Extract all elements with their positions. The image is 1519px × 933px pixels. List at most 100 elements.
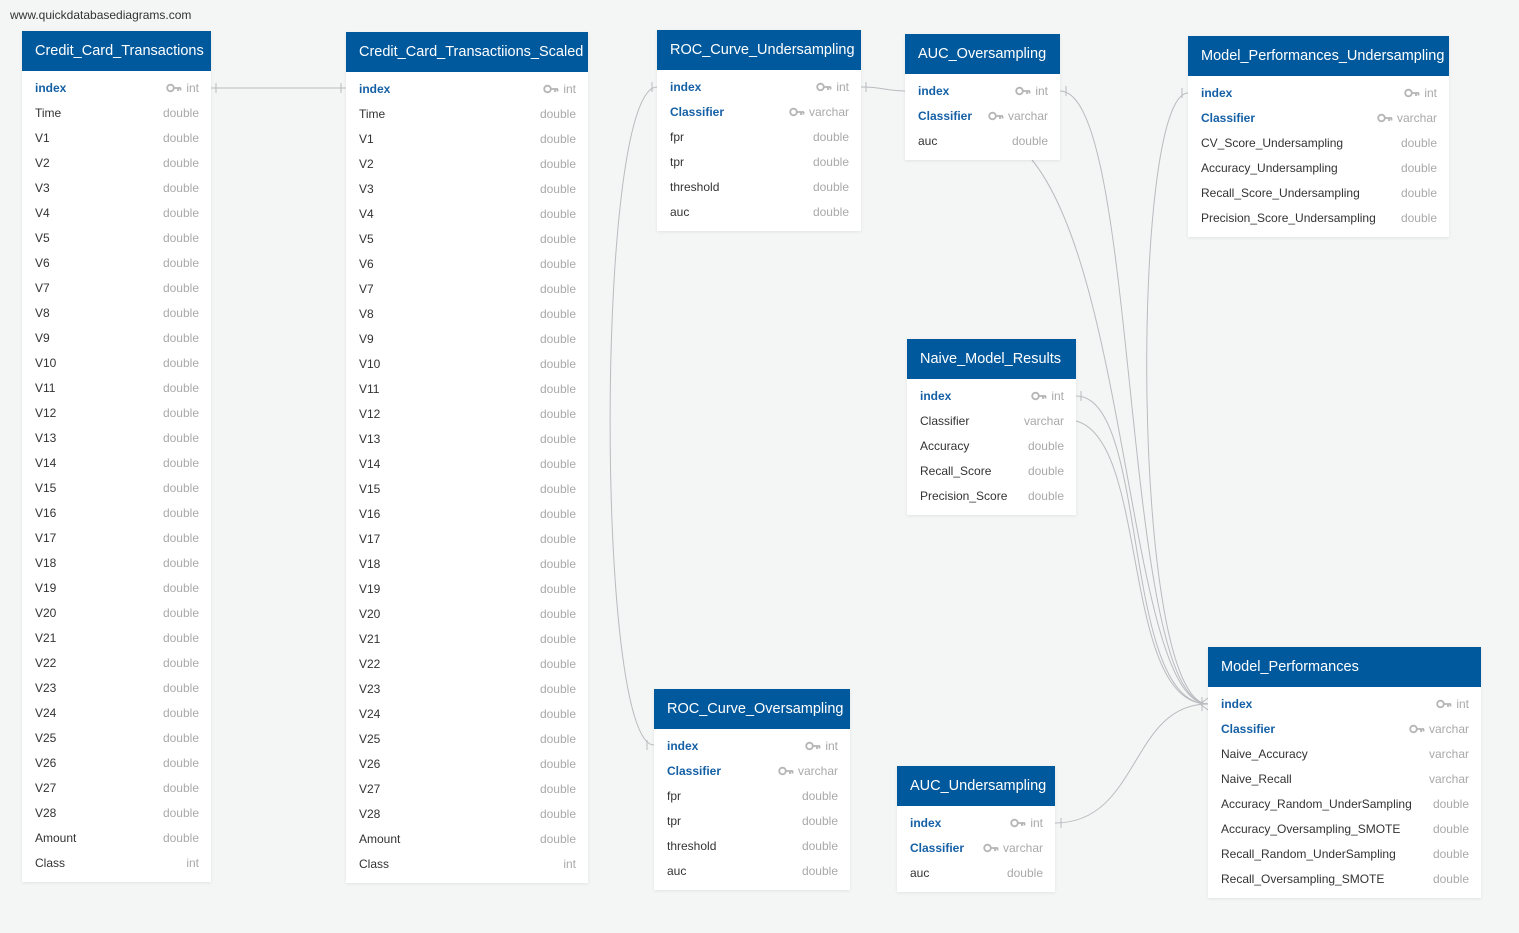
table-naive-model-results[interactable]: Naive_Model_Results index int Classifier var… bbox=[907, 339, 1076, 515]
field-row[interactable]: Class int bbox=[346, 852, 588, 877]
field-row[interactable]: Classifier varchar bbox=[907, 409, 1076, 434]
table-auc-undersampling[interactable]: AUC_Undersampling index int Classifier varch… bbox=[897, 766, 1055, 892]
field-row[interactable]: V23 double bbox=[346, 677, 588, 702]
field-row[interactable]: Naive_Recall varchar bbox=[1208, 767, 1481, 792]
field-row[interactable]: Class int bbox=[22, 851, 211, 876]
table-header[interactable]: Model_Performances_Undersampling bbox=[1188, 36, 1449, 76]
field-row[interactable]: V4 double bbox=[346, 202, 588, 227]
field-row[interactable]: V24 double bbox=[22, 701, 211, 726]
field-row[interactable]: V3 double bbox=[22, 176, 211, 201]
field-row[interactable]: auc double bbox=[897, 861, 1055, 886]
field-row[interactable]: tpr double bbox=[657, 150, 861, 175]
field-row[interactable]: Accuracy_Undersampling double bbox=[1188, 156, 1449, 181]
field-row[interactable]: Recall_Random_UnderSampling double bbox=[1208, 842, 1481, 867]
field-row[interactable]: Recall_Score double bbox=[907, 459, 1076, 484]
field-row[interactable]: V5 double bbox=[346, 227, 588, 252]
field-row[interactable]: V1 double bbox=[22, 126, 211, 151]
field-row[interactable]: V15 double bbox=[22, 476, 211, 501]
field-row[interactable]: Accuracy_Oversampling_SMOTE double bbox=[1208, 817, 1481, 842]
table-header[interactable]: ROC_Curve_Oversampling bbox=[654, 689, 850, 729]
table-roc-curve-oversampling[interactable]: ROC_Curve_Oversampling index int Classifier… bbox=[654, 689, 850, 890]
field-row[interactable]: V22 double bbox=[346, 652, 588, 677]
field-row[interactable]: index int bbox=[654, 734, 850, 759]
field-row[interactable]: V12 double bbox=[346, 402, 588, 427]
field-row[interactable]: fpr double bbox=[654, 784, 850, 809]
field-row[interactable]: V18 double bbox=[346, 552, 588, 577]
field-row[interactable]: V8 double bbox=[346, 302, 588, 327]
field-row[interactable]: V19 double bbox=[22, 576, 211, 601]
field-row[interactable]: Amount double bbox=[22, 826, 211, 851]
field-row[interactable]: Precision_Score double bbox=[907, 484, 1076, 509]
field-row[interactable]: Accuracy_Random_UnderSampling double bbox=[1208, 792, 1481, 817]
field-row[interactable]: CV_Score_Undersampling double bbox=[1188, 131, 1449, 156]
table-header[interactable]: Credit_Card_Transactions bbox=[22, 31, 211, 71]
field-row[interactable]: V13 double bbox=[22, 426, 211, 451]
field-row[interactable]: V26 double bbox=[22, 751, 211, 776]
table-header[interactable]: AUC_Oversampling bbox=[905, 34, 1060, 74]
field-row[interactable]: Accuracy double bbox=[907, 434, 1076, 459]
field-row[interactable]: Classifier varchar bbox=[1188, 106, 1449, 131]
field-row[interactable]: V5 double bbox=[22, 226, 211, 251]
field-row[interactable]: V18 double bbox=[22, 551, 211, 576]
field-row[interactable]: V25 double bbox=[346, 727, 588, 752]
field-row[interactable]: V27 double bbox=[22, 776, 211, 801]
field-row[interactable]: V20 double bbox=[22, 601, 211, 626]
field-row[interactable]: V14 double bbox=[22, 451, 211, 476]
field-row[interactable]: V26 double bbox=[346, 752, 588, 777]
field-row[interactable]: auc double bbox=[657, 200, 861, 225]
field-row[interactable]: V8 double bbox=[22, 301, 211, 326]
field-row[interactable]: auc double bbox=[905, 129, 1060, 154]
table-credit-card-transactions[interactable]: Credit_Card_Transactions index int Time doub… bbox=[22, 31, 211, 882]
field-row[interactable]: index int bbox=[897, 811, 1055, 836]
field-row[interactable]: V3 double bbox=[346, 177, 588, 202]
field-row[interactable]: Time double bbox=[22, 101, 211, 126]
field-row[interactable]: Classifier varchar bbox=[905, 104, 1060, 129]
field-row[interactable]: Classifier varchar bbox=[1208, 717, 1481, 742]
table-credit-card-transactions-scaled[interactable]: Credit_Card_Transactiions_Scaled index int… bbox=[346, 32, 588, 883]
field-row[interactable]: V25 double bbox=[22, 726, 211, 751]
field-row[interactable]: V23 double bbox=[22, 676, 211, 701]
field-row[interactable]: Precision_Score_Undersampling double bbox=[1188, 206, 1449, 231]
field-row[interactable]: V28 double bbox=[346, 802, 588, 827]
field-row[interactable]: V21 double bbox=[346, 627, 588, 652]
field-row[interactable]: V16 double bbox=[346, 502, 588, 527]
table-header[interactable]: Naive_Model_Results bbox=[907, 339, 1076, 379]
field-row[interactable]: V22 double bbox=[22, 651, 211, 676]
field-row[interactable]: Classifier varchar bbox=[897, 836, 1055, 861]
field-row[interactable]: auc double bbox=[654, 859, 850, 884]
field-row[interactable]: V20 double bbox=[346, 602, 588, 627]
field-row[interactable]: V16 double bbox=[22, 501, 211, 526]
table-auc-oversampling[interactable]: AUC_Oversampling index int Classifier varcha… bbox=[905, 34, 1060, 160]
field-row[interactable]: Time double bbox=[346, 102, 588, 127]
field-row[interactable]: Naive_Accuracy varchar bbox=[1208, 742, 1481, 767]
field-row[interactable]: V6 double bbox=[346, 252, 588, 277]
field-row[interactable]: V28 double bbox=[22, 801, 211, 826]
field-row[interactable]: V19 double bbox=[346, 577, 588, 602]
field-row[interactable]: V9 double bbox=[22, 326, 211, 351]
field-row[interactable]: V24 double bbox=[346, 702, 588, 727]
field-row[interactable]: index int bbox=[907, 384, 1076, 409]
field-row[interactable]: V14 double bbox=[346, 452, 588, 477]
field-row[interactable]: V12 double bbox=[22, 401, 211, 426]
table-header[interactable]: AUC_Undersampling bbox=[897, 766, 1055, 806]
table-header[interactable]: Model_Performances bbox=[1208, 647, 1481, 687]
field-row[interactable]: V1 double bbox=[346, 127, 588, 152]
field-row[interactable]: V13 double bbox=[346, 427, 588, 452]
field-row[interactable]: index int bbox=[657, 75, 861, 100]
field-row[interactable]: index int bbox=[1208, 692, 1481, 717]
table-model-performances-undersampling[interactable]: Model_Performances_Undersampling index int… bbox=[1188, 36, 1449, 237]
field-row[interactable]: index int bbox=[346, 77, 588, 102]
field-row[interactable]: V11 double bbox=[346, 377, 588, 402]
field-row[interactable]: V15 double bbox=[346, 477, 588, 502]
table-model-performances[interactable]: Model_Performances index int Classifier varc… bbox=[1208, 647, 1481, 898]
field-row[interactable]: V17 double bbox=[22, 526, 211, 551]
field-row[interactable]: fpr double bbox=[657, 125, 861, 150]
field-row[interactable]: V10 double bbox=[22, 351, 211, 376]
field-row[interactable]: index int bbox=[1188, 81, 1449, 106]
field-row[interactable]: Classifier varchar bbox=[657, 100, 861, 125]
table-header[interactable]: Credit_Card_Transactiions_Scaled bbox=[346, 32, 588, 72]
field-row[interactable]: threshold double bbox=[657, 175, 861, 200]
field-row[interactable]: V21 double bbox=[22, 626, 211, 651]
field-row[interactable]: V17 double bbox=[346, 527, 588, 552]
field-row[interactable]: V6 double bbox=[22, 251, 211, 276]
